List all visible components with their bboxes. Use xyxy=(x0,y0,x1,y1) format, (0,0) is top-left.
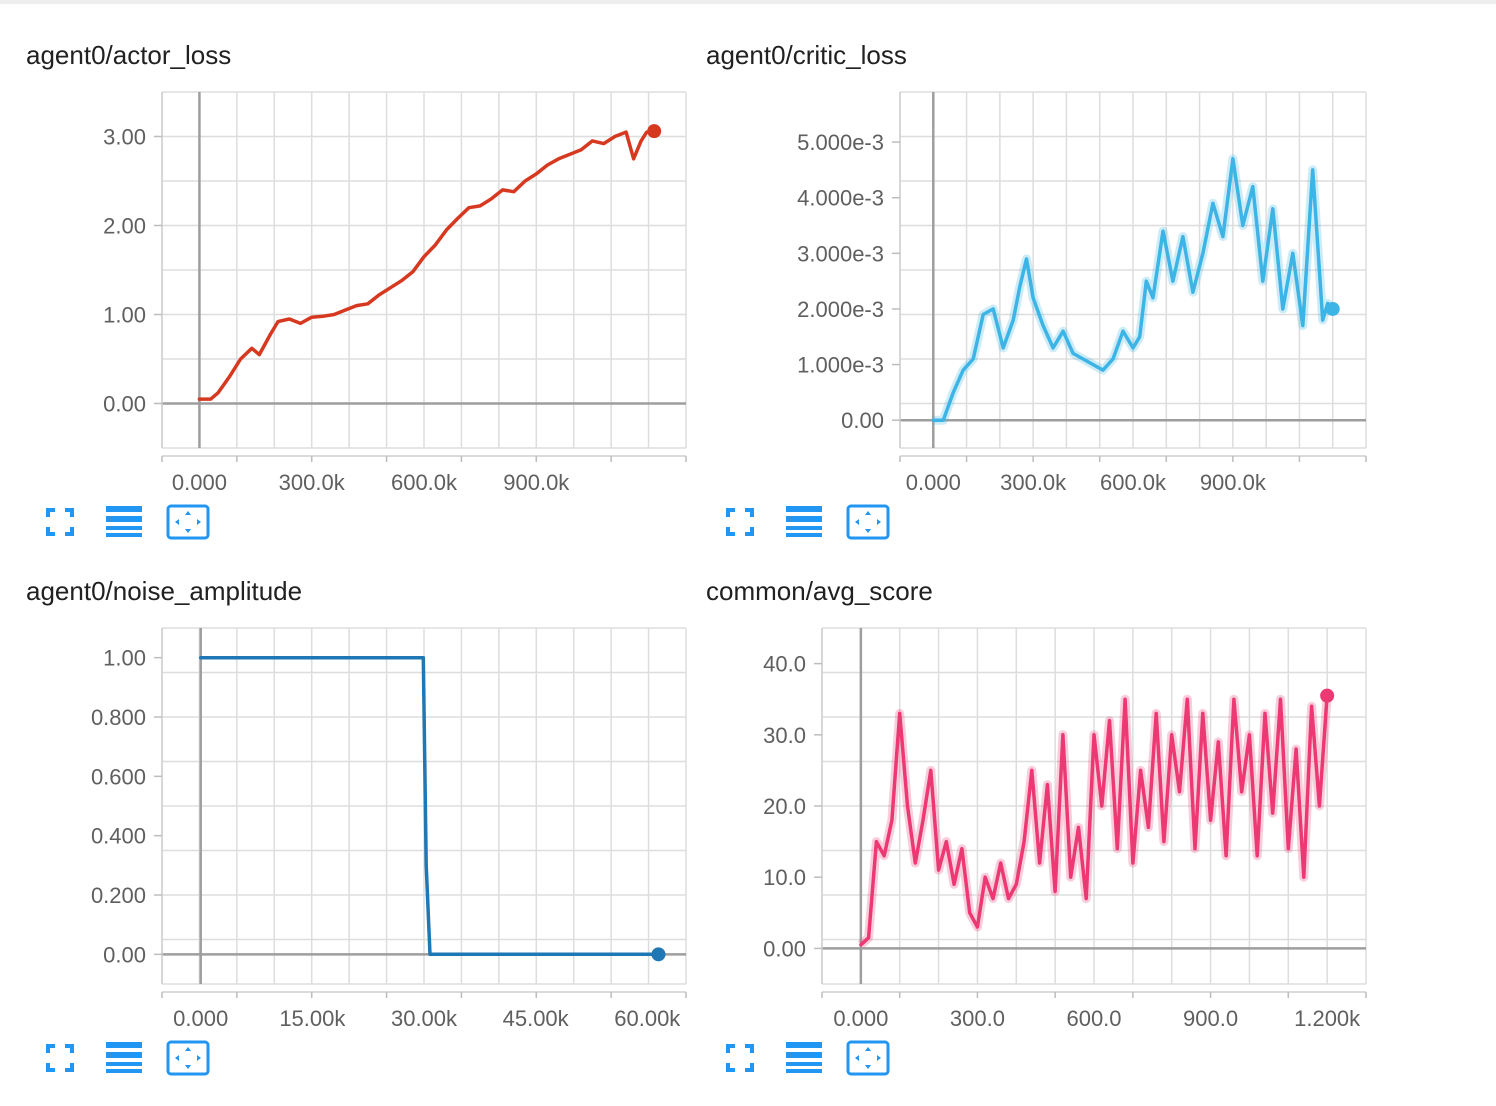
x-tick-label: 300.0 xyxy=(950,1006,1005,1031)
x-tick-label: 60.00k xyxy=(614,1006,681,1031)
x-tick-label: 900.0 xyxy=(1183,1006,1238,1031)
y-tick-label: 0.00 xyxy=(103,392,146,417)
fullscreen-button[interactable] xyxy=(718,1040,762,1076)
x-tick-label: 600.0 xyxy=(1066,1006,1121,1031)
list-icon xyxy=(105,1041,143,1075)
y-tick-label: 2.00 xyxy=(103,214,146,239)
x-tick-label: 600.0k xyxy=(391,470,458,495)
x-tick-label: 0.000 xyxy=(833,1006,888,1031)
series-end-point xyxy=(1325,301,1340,316)
x-tick-label: 900.0k xyxy=(503,470,570,495)
fit-domain-icon xyxy=(166,1040,210,1076)
list-button[interactable] xyxy=(782,504,826,540)
y-tick-label: 3.000e-3 xyxy=(797,241,884,266)
fit-domain-icon xyxy=(846,504,890,540)
x-tick-label: 600.0k xyxy=(1100,470,1167,495)
chart-toolbar xyxy=(38,1040,210,1076)
list-icon xyxy=(785,1041,823,1075)
fullscreen-button[interactable] xyxy=(38,1040,82,1076)
chart-card-critic-loss: agent0/critic_loss 0.00 1.000e-3 2.000e-3 3… xyxy=(706,40,1386,560)
list-icon xyxy=(785,505,823,539)
x-tick-label: 15.00k xyxy=(279,1006,346,1031)
y-tick-label: 10.0 xyxy=(763,865,806,890)
line-chart-critic-loss: 0.00 1.000e-3 2.000e-3 3.000e-3 4.000e-3 5.00… xyxy=(797,91,1367,495)
y-tick-label: 0.800 xyxy=(91,705,146,730)
chart-title: agent0/actor_loss xyxy=(26,40,232,70)
chart-title: agent0/noise_amplitude xyxy=(26,576,303,606)
line-chart-avg-score: 0.00 10.0 20.0 30.0 40.0 0.000 300.0 600.0 900.0… xyxy=(763,627,1367,1031)
fullscreen-icon xyxy=(45,507,75,537)
list-icon xyxy=(105,505,143,539)
x-tick-label: 30.00k xyxy=(391,1006,458,1031)
line-chart-noise-amplitude: 0.00 0.200 0.400 0.600 0.800 1.00 0.000 15.00k 3… xyxy=(91,627,687,1031)
x-tick-label: 0.000 xyxy=(172,470,227,495)
y-tick-label: 0.200 xyxy=(91,883,146,908)
y-tick-label: 0.600 xyxy=(91,764,146,789)
x-tick-label: 900.0k xyxy=(1200,470,1267,495)
fullscreen-button[interactable] xyxy=(38,504,82,540)
chart-toolbar xyxy=(38,504,210,540)
y-tick-label: 20.0 xyxy=(763,794,806,819)
y-tick-label: 3.00 xyxy=(103,125,146,150)
y-tick-label: 5.000e-3 xyxy=(797,130,884,155)
series-line xyxy=(931,157,1335,422)
series-end-point xyxy=(647,124,662,139)
list-button[interactable] xyxy=(102,1040,146,1076)
y-tick-label: 0.00 xyxy=(763,936,806,961)
x-tick-label: 1.200k xyxy=(1294,1006,1361,1031)
chart-title: common/avg_score xyxy=(706,576,933,606)
list-button[interactable] xyxy=(782,1040,826,1076)
fit-domain-icon xyxy=(166,504,210,540)
y-tick-label: 1.00 xyxy=(103,646,146,671)
series-line xyxy=(197,129,656,401)
grid xyxy=(161,91,687,449)
y-tick-label: 40.0 xyxy=(763,652,806,677)
y-tick-label: 1.000e-3 xyxy=(797,353,884,378)
y-tick-label: 2.000e-3 xyxy=(797,297,884,322)
fit-domain-button[interactable] xyxy=(166,1040,210,1076)
chart-title: agent0/critic_loss xyxy=(706,40,907,70)
fit-domain-icon xyxy=(846,1040,890,1076)
y-tick-label: 30.0 xyxy=(763,723,806,748)
y-tick-label: 1.00 xyxy=(103,303,146,328)
chart-card-avg-score: common/avg_score 0.00 10.0 20.0 30.0 40.0 0.0… xyxy=(706,576,1386,1096)
chart-card-actor-loss: agent0/actor_loss 0.00 1.00 2.00 3.00 0.000 3… xyxy=(26,40,706,560)
y-tick-label: 4.000e-3 xyxy=(797,186,884,211)
fullscreen-button[interactable] xyxy=(718,504,762,540)
y-tick-label: 0.00 xyxy=(841,408,884,433)
fullscreen-icon xyxy=(45,1043,75,1073)
x-tick-label: 300.0k xyxy=(1000,470,1067,495)
line-chart-actor-loss: 0.00 1.00 2.00 3.00 0.000 300.0k 600.0k 900.0k xyxy=(103,91,687,495)
fullscreen-icon xyxy=(725,1043,755,1073)
chart-toolbar xyxy=(718,1040,890,1076)
x-tick-label: 45.00k xyxy=(503,1006,570,1031)
fit-domain-button[interactable] xyxy=(846,504,890,540)
top-divider xyxy=(0,0,1496,4)
fit-domain-button[interactable] xyxy=(166,504,210,540)
series-end-point xyxy=(651,947,666,962)
series-line xyxy=(198,655,661,957)
y-tick-label: 0.400 xyxy=(91,824,146,849)
chart-toolbar xyxy=(718,504,890,540)
x-tick-label: 0.000 xyxy=(173,1006,228,1031)
series-end-point xyxy=(1320,688,1335,703)
x-tick-label: 0.000 xyxy=(906,470,961,495)
list-button[interactable] xyxy=(102,504,146,540)
series-line xyxy=(859,693,1329,947)
fit-domain-button[interactable] xyxy=(846,1040,890,1076)
x-tick-label: 300.0k xyxy=(279,470,346,495)
chart-card-noise-amplitude: agent0/noise_amplitude 0.00 0.200 0.400 0.6… xyxy=(26,576,706,1096)
fullscreen-icon xyxy=(725,507,755,537)
y-tick-label: 0.00 xyxy=(103,942,146,967)
